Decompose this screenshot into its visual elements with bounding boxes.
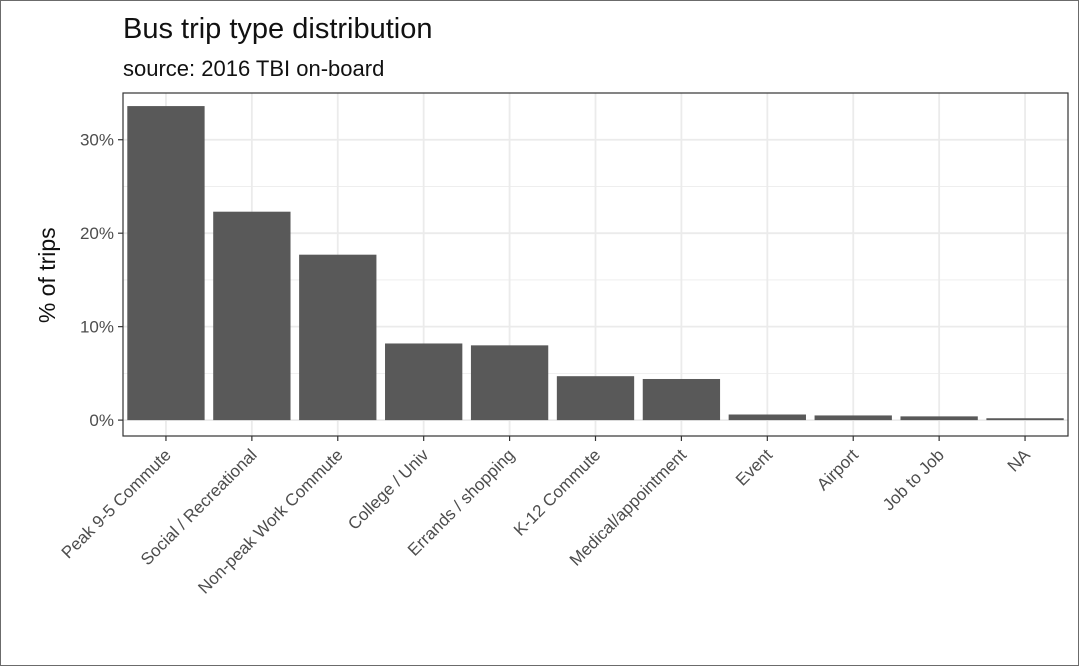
chart-subtitle: source: 2016 TBI on-board bbox=[123, 56, 385, 81]
bar-medical-appointment bbox=[642, 378, 721, 421]
x-tick-label: Non-peak Work Commute bbox=[194, 445, 346, 597]
bar-social-recreational bbox=[213, 211, 291, 421]
y-tick-label: 20% bbox=[80, 224, 114, 243]
chart-title: Bus trip type distribution bbox=[123, 13, 433, 45]
bar-k-12-commute bbox=[556, 376, 635, 421]
bar-errands-shopping bbox=[470, 345, 549, 421]
bar-college-univ bbox=[385, 343, 463, 421]
x-tick-label: Airport bbox=[813, 445, 862, 494]
x-tick-label: NA bbox=[1004, 445, 1035, 476]
x-tick-label: Event bbox=[732, 445, 776, 489]
y-tick-label: 10% bbox=[80, 318, 114, 337]
y-tick-label: 30% bbox=[80, 131, 114, 150]
x-tick-label: K-12 Commute bbox=[510, 445, 604, 539]
bar-na bbox=[986, 418, 1064, 421]
bar-airport bbox=[814, 415, 892, 421]
bar-peak-9-5-commute bbox=[127, 106, 205, 421]
bar-non-peak-work-commute bbox=[299, 254, 377, 421]
bar-event bbox=[728, 414, 806, 421]
x-tick-label: Job to Job bbox=[879, 445, 948, 514]
x-tick-label: College / Univ bbox=[344, 445, 433, 534]
y-axis-title: % of trips bbox=[34, 227, 60, 323]
bar-job-to-job bbox=[900, 416, 978, 421]
y-tick-label: 0% bbox=[89, 411, 114, 430]
